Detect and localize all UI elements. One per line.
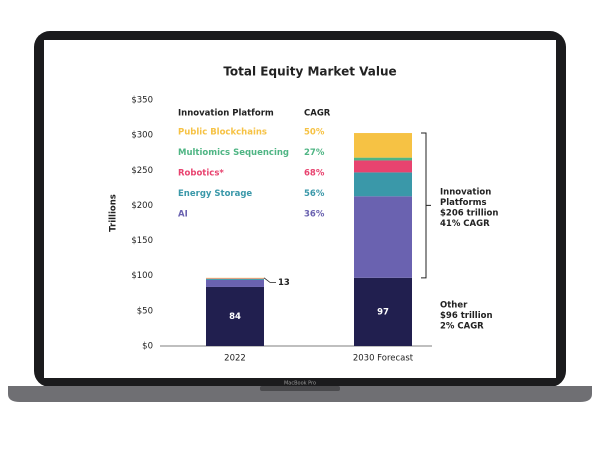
y-tick-label: $300 [131, 131, 153, 141]
data-label: 84 [229, 312, 241, 322]
bar-segment [354, 172, 412, 196]
legend-value-title: CAGR [304, 109, 331, 119]
legend-cagr: 50% [304, 128, 325, 138]
legend-cagr: 56% [304, 189, 325, 199]
x-tick-label: 2030 Forecast [353, 354, 414, 364]
annotation: $206 trillion [440, 209, 498, 219]
annotation: Innovation [440, 188, 491, 198]
device-label: MacBook Pro [284, 381, 316, 387]
y-tick-label: $250 [131, 166, 153, 176]
bar-segment [206, 280, 264, 287]
annotation: Other [440, 301, 468, 311]
annotation: $96 trillion [440, 311, 493, 321]
y-tick-label: $0 [142, 342, 153, 352]
y-tick-label: $350 [131, 96, 153, 106]
bar-segment [206, 279, 264, 280]
data-label: 97 [377, 307, 389, 317]
legend-cagr: 36% [304, 210, 325, 220]
legend-cagr: 27% [304, 148, 325, 158]
y-tick-label: $200 [131, 201, 153, 211]
y-tick-label: $50 [137, 306, 153, 316]
annotation: Platforms [440, 198, 487, 208]
legend-cagr: 68% [304, 169, 325, 179]
bar-segment [354, 160, 412, 172]
y-tick-label: $100 [131, 271, 153, 281]
legend-title: Innovation Platform [178, 109, 274, 119]
laptop-notch [260, 386, 340, 391]
bar-segment [354, 196, 412, 278]
x-tick-label: 2022 [224, 354, 246, 364]
bar-segment [354, 158, 412, 161]
y-tick-label: $150 [131, 236, 153, 246]
annotation: 2% CAGR [440, 322, 484, 332]
bar-segment [354, 133, 412, 158]
annotation: 13 [278, 278, 290, 288]
legend-entry: Multiomics Sequencing [178, 148, 289, 158]
annotation: 41% CAGR [440, 219, 490, 229]
legend-entry: Public Blockchains [178, 128, 267, 138]
legend-entry: AI [178, 210, 188, 220]
legend-entry: Robotics* [178, 169, 224, 179]
legend-entry: Energy Storage [178, 189, 252, 199]
y-axis-label: Trillions [109, 194, 119, 232]
chart-title: Total Equity Market Value [223, 65, 396, 79]
